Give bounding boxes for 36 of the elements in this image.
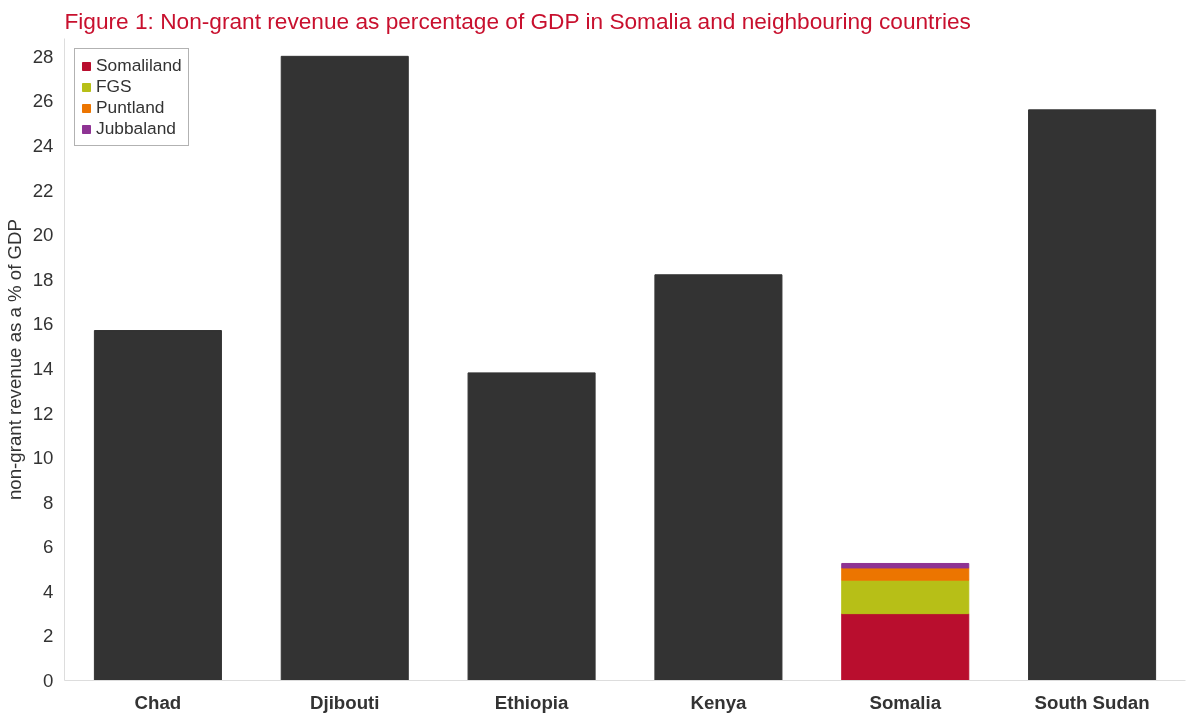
bar xyxy=(841,613,970,681)
legend-label: Jubbaland xyxy=(96,118,176,139)
bar xyxy=(841,579,970,615)
y-tick-label: 16 xyxy=(32,313,54,335)
y-tick-label: 8 xyxy=(43,491,54,513)
x-tick-label: Kenya xyxy=(690,691,748,713)
y-tick-label: 12 xyxy=(32,402,54,424)
y-axis-title: non-grant revenue as a % of GDP xyxy=(3,218,25,501)
y-tick-label: 4 xyxy=(43,580,54,602)
chart-title: Figure 1: Non-grant revenue as percentage of GDP in Somalia and neighbouring countries xyxy=(64,7,971,34)
bar xyxy=(1028,109,1157,681)
y-tick-label: 24 xyxy=(32,135,54,156)
y-tick-label: 2 xyxy=(43,625,54,647)
bar xyxy=(654,274,783,681)
y-tick-label: 6 xyxy=(43,536,54,558)
x-tick-label: South Sudan xyxy=(1034,691,1150,713)
y-tick-label: 10 xyxy=(32,447,54,469)
y-tick-label: 14 xyxy=(32,357,54,379)
x-tick-label: Djibouti xyxy=(310,691,380,713)
bar xyxy=(841,567,970,581)
y-tick-label: 26 xyxy=(32,90,54,112)
x-tick-label: Somalia xyxy=(869,691,942,713)
y-tick-label: 20 xyxy=(32,224,54,246)
bar xyxy=(467,372,596,681)
legend-label: Somaliland xyxy=(96,55,182,76)
x-tick-label: Ethiopia xyxy=(494,691,569,713)
x-tick-label: Chad xyxy=(134,691,182,713)
y-tick-label: 18 xyxy=(32,268,54,290)
legend-label: FGS xyxy=(96,76,132,97)
bar xyxy=(280,55,409,681)
y-tick-label: 0 xyxy=(43,670,54,691)
y-tick-label: 22 xyxy=(32,179,54,201)
bar xyxy=(841,562,970,569)
legend-label: Puntland xyxy=(96,97,165,118)
y-tick-label: 28 xyxy=(32,45,54,67)
bar xyxy=(93,330,222,681)
